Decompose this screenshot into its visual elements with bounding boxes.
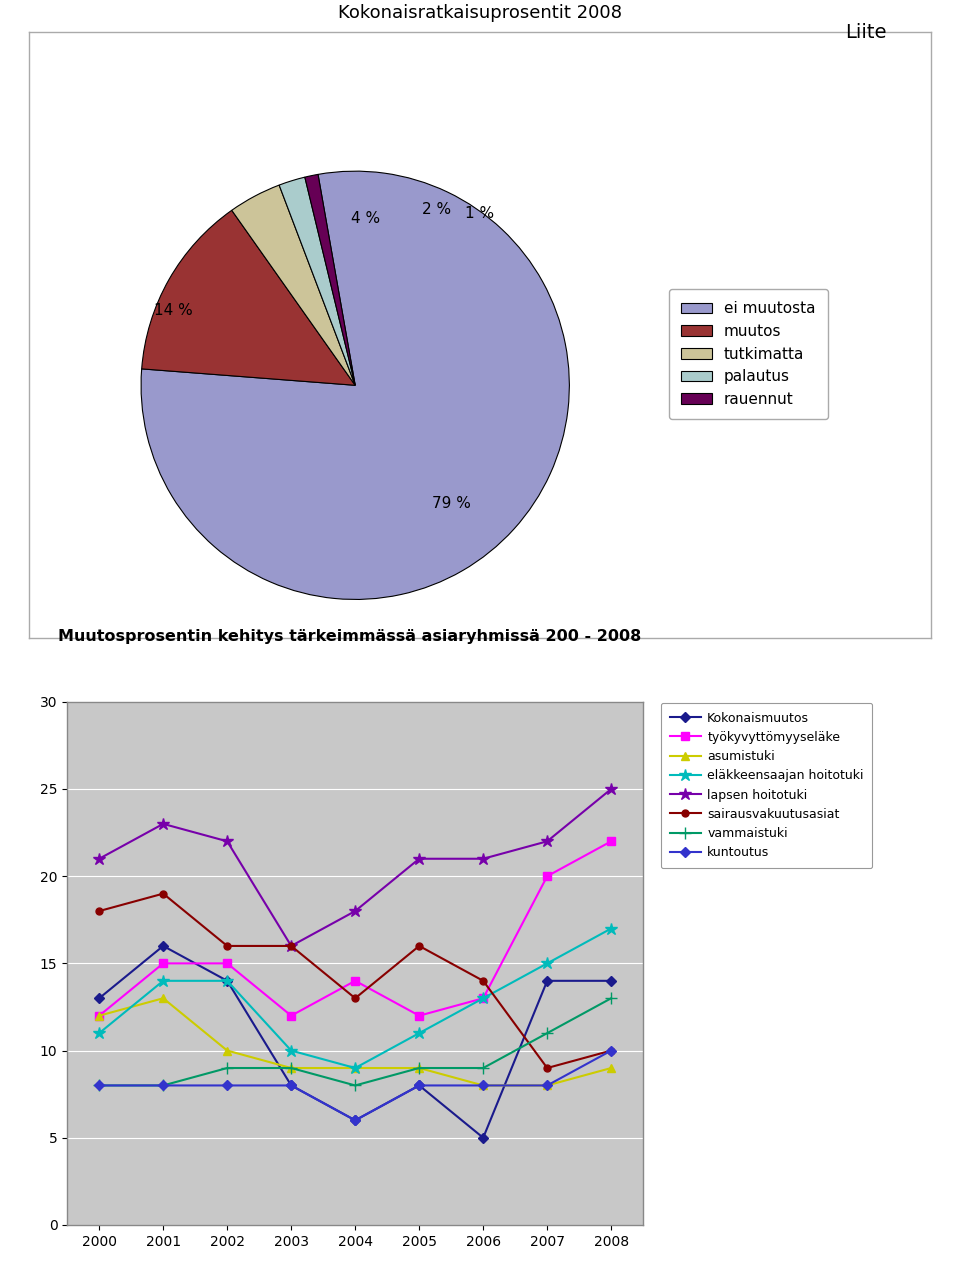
- Wedge shape: [279, 177, 355, 385]
- Wedge shape: [305, 175, 355, 385]
- Wedge shape: [231, 185, 355, 385]
- Title: Kokonaisratkaisuprosentit 2008: Kokonaisratkaisuprosentit 2008: [338, 4, 622, 22]
- Legend: ei muutosta, muutos, tutkimatta, palautus, rauennut: ei muutosta, muutos, tutkimatta, palautu…: [669, 290, 828, 420]
- Text: 14 %: 14 %: [154, 302, 193, 318]
- Text: 79 %: 79 %: [432, 495, 471, 510]
- Text: Muutosprosentin kehitys tärkeimmässä asiaryhmissä 200 - 2008: Muutosprosentin kehitys tärkeimmässä asi…: [58, 629, 641, 644]
- Text: 2 %: 2 %: [422, 202, 451, 217]
- Wedge shape: [142, 211, 355, 385]
- Text: 1 %: 1 %: [465, 207, 494, 222]
- Text: Liite: Liite: [845, 23, 886, 42]
- Legend: Kokonaismuutos, työkyvyttömyyseläke, asumistuki, eläkkeensaajan hoitotuki, lapse: Kokonaismuutos, työkyvyttömyyseläke, asu…: [661, 703, 873, 868]
- Wedge shape: [141, 171, 569, 600]
- Text: 4 %: 4 %: [351, 211, 380, 226]
